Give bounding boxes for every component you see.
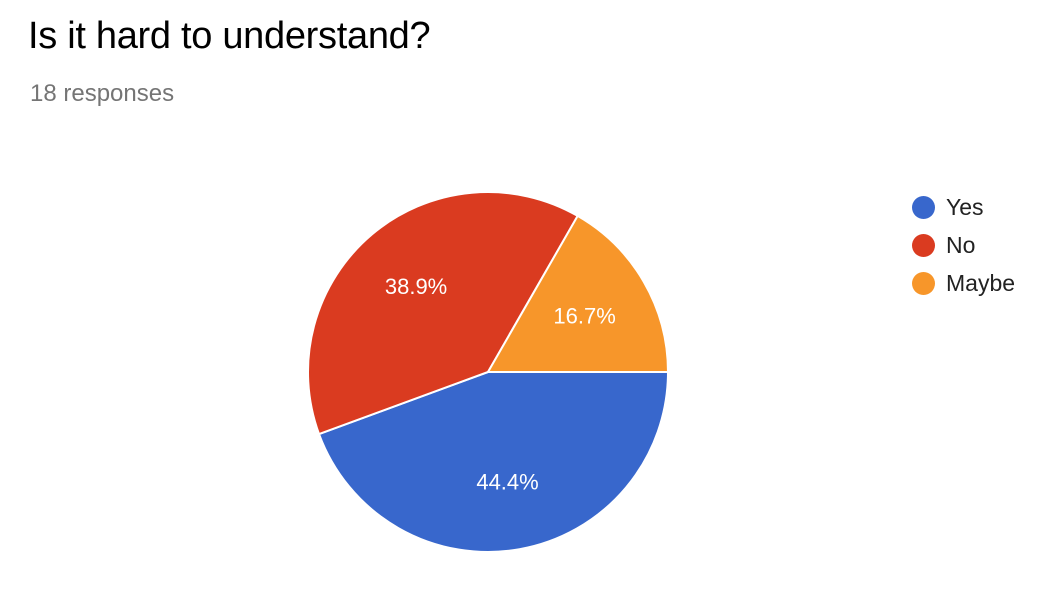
question-title: Is it hard to understand?	[28, 15, 431, 57]
legend-label: Maybe	[946, 269, 1016, 296]
legend-dot-icon	[912, 195, 935, 219]
chart-legend: Yes No Maybe	[912, 188, 1047, 302]
slice-percent-label: 44.4%	[476, 469, 538, 494]
response-count: 18 responses	[30, 80, 175, 107]
pie-slice-yes[interactable]	[318, 371, 669, 553]
legend-dot-icon	[912, 233, 935, 257]
legend-label: No	[946, 231, 976, 258]
slice-percent-label: 16.7%	[553, 304, 615, 329]
legend-label: Yes	[946, 193, 984, 220]
legend-item-maybe[interactable]: Maybe	[912, 264, 1047, 302]
legend-dot-icon	[912, 271, 935, 295]
legend-item-no[interactable]: No	[912, 226, 1047, 264]
slice-percent-label: 38.9%	[385, 274, 447, 299]
pie-slice-maybe[interactable]	[487, 214, 669, 373]
pie-slice-no[interactable]	[307, 191, 579, 436]
legend-item-yes[interactable]: Yes	[912, 188, 1047, 226]
